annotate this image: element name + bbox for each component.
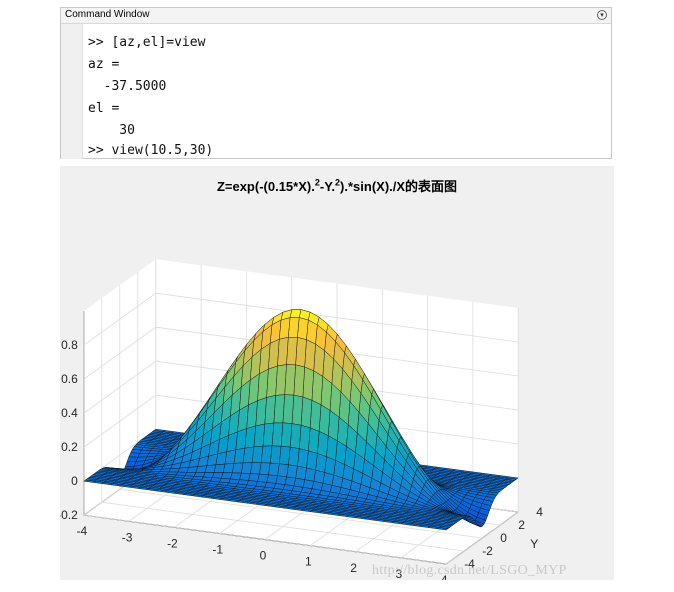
output-line: -37.5000 — [88, 79, 167, 94]
z-tick-label: 0.8 — [61, 338, 78, 352]
command-window-title: Command Window — [65, 9, 150, 20]
surface-patch — [286, 336, 298, 366]
grid-line — [83, 514, 447, 565]
y-axis-label: Y — [530, 537, 538, 551]
figure-window: Z=exp(-(0.15*X).2-Y.2).*sin(X)./X的表面图 -4… — [60, 166, 614, 580]
surface-patch — [288, 317, 300, 338]
grid-line — [83, 292, 157, 346]
surface-patch — [280, 422, 293, 448]
z-tick-label: 0.2 — [61, 440, 78, 454]
surface-patch — [284, 364, 296, 396]
x-tick-label: 2 — [350, 561, 357, 575]
surface-mesh — [83, 309, 519, 531]
x-tick-label: 3 — [396, 567, 403, 580]
y-tick-label: 0 — [500, 531, 507, 545]
y-tick-label: 2 — [518, 518, 525, 532]
surface-patch — [277, 463, 289, 478]
x-tick-label: -1 — [212, 543, 223, 557]
grid-line — [83, 326, 157, 380]
output-line: az = — [88, 57, 120, 72]
surface-patch — [275, 475, 287, 485]
command-line: >> [az,el]=view — [88, 35, 206, 50]
output-line: el = — [88, 101, 120, 116]
x-tick-label: 1 — [305, 555, 312, 569]
y-tick-label: -2 — [482, 544, 493, 558]
x-tick-label: 0 — [260, 549, 267, 563]
z-tick-label: 0 — [71, 474, 78, 488]
z-tick-label: 0.6 — [61, 372, 78, 386]
grid-line — [119, 488, 483, 539]
z-tick-label: -0.2 — [60, 508, 78, 522]
chevron-down-circle-icon[interactable]: ▾ — [597, 10, 607, 20]
y-tick-label: -4 — [464, 557, 475, 571]
command-window[interactable]: Command Window ▾ >> [az,el]=view az = -3… — [60, 7, 612, 159]
watermark: http://blog.csdn.net/LSGO_MYP — [372, 563, 567, 578]
x-tick-label: -4 — [76, 524, 87, 538]
command-window-gutter — [61, 24, 83, 159]
y-tick-label: 4 — [536, 505, 543, 519]
x-tick-label: -3 — [122, 530, 133, 544]
command-line[interactable]: >> view(10.5,30) — [88, 143, 214, 158]
z-tick-label: 0.4 — [61, 406, 78, 420]
x-tick-label: 4 — [441, 573, 448, 580]
x-tick-label: -2 — [167, 536, 178, 550]
command-window-titlebar: Command Window ▾ — [61, 8, 611, 24]
surface-patch — [255, 502, 268, 506]
surface-patch — [279, 445, 291, 466]
surface-patch — [282, 394, 295, 424]
surface-patch — [289, 309, 302, 318]
grid-line — [83, 394, 157, 448]
plot-title: Z=exp(-(0.15*X).2-Y.2).*sin(X)./X的表面图 — [216, 177, 458, 194]
output-line: 30 — [88, 123, 135, 138]
grid-line — [83, 360, 157, 414]
grid-line — [155, 292, 519, 343]
grid-line — [101, 501, 465, 552]
